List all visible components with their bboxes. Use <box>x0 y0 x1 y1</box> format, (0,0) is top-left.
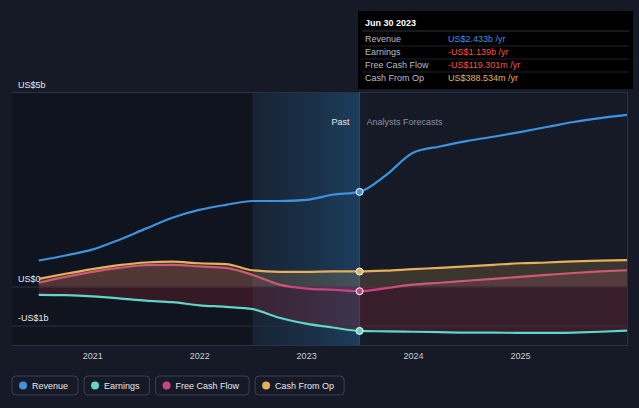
legend: Revenue Earnings Free Cash Flow Cash From O… <box>12 376 344 395</box>
tooltip-box <box>358 11 633 89</box>
annotation: Past <box>332 117 351 127</box>
x-tick-label: 2025 <box>511 351 531 361</box>
point-marker <box>356 188 363 195</box>
x-axis-line <box>13 345 628 346</box>
tooltip: Jun 30 2023 Revenue US$2.433b /yr Earnings -… <box>358 11 633 89</box>
legend-box <box>255 376 344 395</box>
plot-area <box>39 115 627 334</box>
tooltip-label: Cash From Op <box>365 73 424 83</box>
tooltip-label: Revenue <box>365 34 401 44</box>
legend-swatch <box>163 382 171 390</box>
legend-label: Earnings <box>104 381 140 391</box>
tooltip-value: -US$119.301m /yr <box>448 60 520 70</box>
series-line <box>39 260 627 279</box>
legend-item: Revenue <box>12 376 78 395</box>
series-area <box>39 287 627 333</box>
point-marker <box>356 268 363 275</box>
y-axis: US$5b US$0 -US$1b <box>12 80 628 346</box>
series-area <box>39 260 627 286</box>
legend-box <box>12 376 78 395</box>
grid-line <box>12 92 627 93</box>
series-line <box>39 295 627 333</box>
y-tick-label: US$5b <box>18 80 46 90</box>
legend-box <box>84 376 150 395</box>
tooltip-value: US$388.534m /yr <box>448 73 518 83</box>
y-tick-label: US$0 <box>18 274 41 284</box>
x-tick: 2021 <box>83 345 103 361</box>
tooltip-value: US$2.433b /yr <box>448 34 506 44</box>
legend-item: Free Cash Flow <box>156 376 250 395</box>
legend-label: Revenue <box>32 381 68 391</box>
legend-label: Cash From Op <box>275 381 334 391</box>
y-axis-line <box>12 93 628 346</box>
point-marker <box>356 288 363 295</box>
annotation: Analysts Forecasts <box>367 117 444 127</box>
tooltip-label: Earnings <box>365 47 401 57</box>
x-tick: 2022 <box>190 345 210 361</box>
point-marker <box>356 327 363 334</box>
legend-item: Cash From Op <box>255 376 344 395</box>
series-line <box>39 115 627 261</box>
legend-item: Earnings <box>84 376 150 395</box>
x-tick: 2023 <box>297 345 317 361</box>
x-tick-label: 2022 <box>190 351 210 361</box>
x-tick: 2024 <box>404 345 424 361</box>
legend-swatch <box>262 382 270 390</box>
legend-swatch <box>19 382 27 390</box>
legend-label: Free Cash Flow <box>176 381 240 391</box>
x-tick-label: 2023 <box>297 351 317 361</box>
x-axis: 2021 2022 2023 2024 2025 <box>13 345 628 361</box>
tooltip-rule <box>362 31 629 32</box>
tooltip-value: -US$1.139b /yr <box>448 47 509 57</box>
chart: US$5b US$0 -US$1b 2021 2022 2023 2024 2025 Past A… <box>0 0 639 408</box>
tooltip-label: Free Cash Flow <box>365 60 429 70</box>
legend-box <box>156 376 250 395</box>
x-tick-label: 2024 <box>404 351 424 361</box>
x-tick: 2025 <box>511 345 531 361</box>
y-tick-label: -US$1b <box>18 313 49 323</box>
x-tick-label: 2021 <box>83 351 103 361</box>
tooltip-title: Jun 30 2023 <box>365 18 416 28</box>
background <box>0 0 639 408</box>
legend-swatch <box>91 382 99 390</box>
